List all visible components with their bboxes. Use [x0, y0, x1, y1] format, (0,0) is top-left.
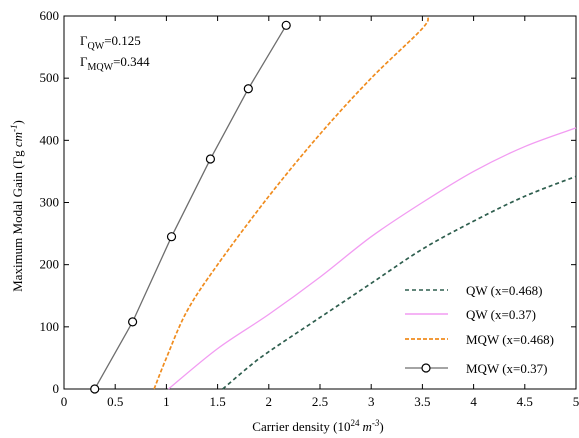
legend-label-qw-037: QW (x=0.37) [466, 307, 536, 322]
x-tick-label: 4 [470, 394, 477, 409]
series-mqw-037-point [281, 20, 291, 30]
series-mqw-037-point [166, 232, 177, 242]
x-tick-label: 1 [163, 394, 170, 409]
x-tick-label: 0 [61, 394, 68, 409]
series-group [90, 15, 577, 394]
legend: QW (x=0.468) QW (x=0.37) MQW (x=0.468) M… [405, 283, 554, 376]
legend-item-mqw-037: MQW (x=0.37) [405, 361, 547, 376]
y-tick-label: 500 [40, 70, 60, 85]
legend-item-qw-0468: QW (x=0.468) [405, 283, 542, 298]
series-mqw-037-point [128, 317, 138, 327]
annotation-gamma-mqw: ΓMQW=0.344 [80, 54, 150, 73]
x-tick-label: 3 [368, 394, 375, 409]
plot-area: 0 0.5 1 1.5 2 2.5 3 3.5 4 4.5 5 0 100 200 300 400 500 600 [40, 8, 579, 409]
legend-item-qw-037: QW (x=0.37) [405, 307, 536, 322]
legend-label-mqw-037: MQW (x=0.37) [466, 361, 547, 376]
x-tick-label: 1.5 [209, 394, 225, 409]
legend-label-qw-0468: QW (x=0.468) [466, 283, 542, 298]
x-tick-label: 4.5 [517, 394, 533, 409]
annotation-gamma-qw: ΓQW=0.125 [80, 33, 141, 52]
y-tick-label: 600 [40, 8, 60, 23]
y-tick-label: 0 [53, 381, 60, 396]
y-tick-label: 300 [40, 195, 60, 210]
ticks: 0 0.5 1 1.5 2 2.5 3 3.5 4 4.5 5 0 100 200 300 400 500 600 [40, 8, 579, 409]
x-tick-label: 3.5 [414, 394, 430, 409]
legend-label-mqw-0468: MQW (x=0.468) [466, 332, 554, 347]
x-tick-label: 2 [266, 394, 273, 409]
series-mqw-037-line [94, 24, 287, 390]
series-mqw-0468-line [153, 15, 430, 390]
x-tick-label: 5 [573, 394, 579, 409]
series-qw-0468-line [222, 175, 577, 390]
x-axis-label: Carrier density (1024 m-3) [252, 418, 383, 434]
y-axis-label: Maximum Modal Gain (Γg cm-1) [9, 120, 25, 292]
legend-marker-mqw-037 [421, 363, 431, 373]
series-mqw-037-point [90, 384, 100, 394]
x-tick-label: 2.5 [312, 394, 328, 409]
series-mqw-037-point [243, 84, 253, 94]
y-tick-label: 200 [40, 257, 60, 272]
x-tick-label: 0.5 [107, 394, 123, 409]
series-mqw-037-point [205, 154, 216, 164]
y-tick-label: 100 [40, 319, 60, 334]
legend-item-mqw-0468: MQW (x=0.468) [405, 332, 554, 347]
y-tick-label: 400 [40, 132, 60, 147]
series-qw-037-line [168, 127, 577, 390]
